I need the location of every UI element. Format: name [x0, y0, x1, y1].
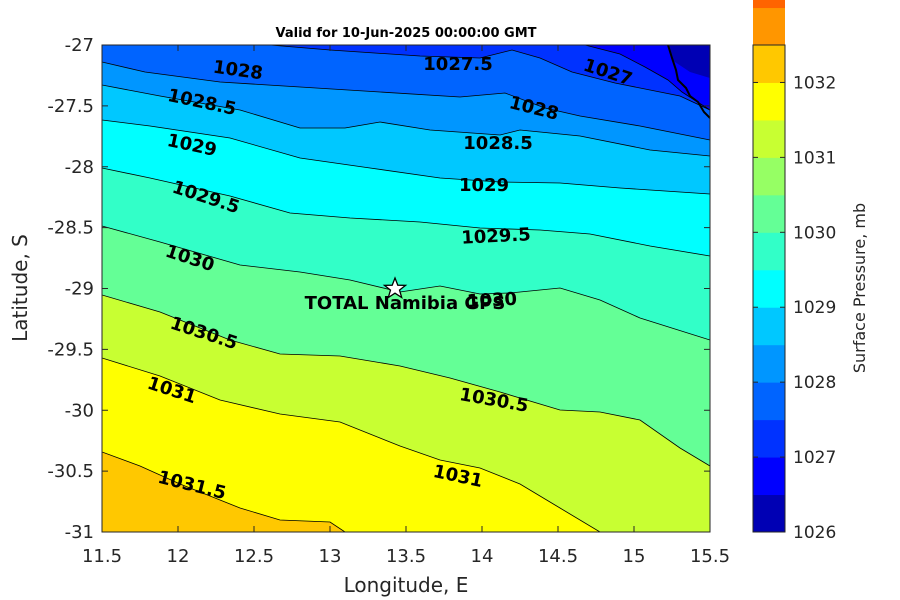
colorbar-segment — [753, 119, 785, 158]
colorbar-segment — [753, 269, 785, 308]
colorbar-label: Surface Pressure, mb — [850, 203, 869, 373]
y-axis-label: Latitude, S — [8, 234, 32, 342]
contour-line-1030 — [102, 225, 710, 341]
y-tick-label: -30.5 — [47, 461, 94, 482]
contour-line-1029-5 — [102, 167, 710, 257]
y-tick-label: -31 — [65, 522, 94, 543]
colorbar-segment — [753, 82, 785, 121]
x-tick-label: 13.5 — [386, 546, 426, 567]
y-tick-label: -27.5 — [47, 96, 94, 117]
contour-label: 1029.5 — [461, 224, 531, 249]
colorbar-segment — [753, 0, 785, 9]
y-tick-label: -29 — [65, 279, 94, 300]
x-tick-label: 15.5 — [690, 546, 730, 567]
contour-label: 1029 — [459, 175, 509, 196]
x-tick-label: 15 — [623, 546, 646, 567]
band-1026-5 — [668, 45, 710, 78]
x-tick-label: 13 — [319, 546, 342, 567]
x-tick-label: 14 — [471, 546, 494, 567]
x-tick-label: 12 — [167, 546, 190, 567]
colorbar-tick-label: 1026 — [793, 523, 836, 543]
contour-line-1027-5 — [269, 45, 710, 111]
colorbar-segment — [753, 194, 785, 233]
colorbar-segment — [753, 307, 785, 346]
colorbar-segment — [753, 382, 785, 421]
colorbar-segment — [753, 232, 785, 271]
x-axis: 11.5 12 12.5 13 13.5 14 14.5 15 15.5 — [82, 45, 730, 567]
x-tick-label: 12.5 — [234, 546, 274, 567]
colorbar-segment — [753, 7, 785, 46]
colorbar-tick-label: 1031 — [793, 148, 836, 168]
y-axis: -27 -27.5 -28 -28.5 -29 -29.5 -30 -30.5 -31 — [47, 35, 710, 543]
colorbar-tick-label: 1032 — [793, 73, 836, 93]
contour-lines — [102, 45, 710, 532]
coastline — [667, 45, 710, 119]
colorbar-tick-label: 1029 — [793, 298, 836, 318]
colorbar-frame — [752, 44, 786, 533]
y-tick-label: -28 — [65, 157, 94, 178]
contour-line-1028-5 — [102, 84, 710, 157]
site-label: TOTAL Namibia GPS — [305, 293, 506, 314]
site-marker: TOTAL Namibia GPS — [305, 276, 506, 314]
band-1031-5 — [102, 45, 710, 532]
x-tick-label: 14.5 — [538, 546, 578, 567]
colorbar-segment — [753, 419, 785, 458]
star-icon — [382, 276, 408, 299]
colorbar-tick-label: 1030 — [793, 223, 836, 243]
colorbar-segment — [753, 157, 785, 196]
y-tick-label: -29.5 — [47, 339, 94, 360]
band-1032 — [102, 45, 345, 532]
contour-line-1029 — [102, 119, 710, 195]
colorbar-tick-label: 1027 — [793, 448, 836, 468]
y-tick-label: -28.5 — [47, 218, 94, 239]
contour-line-1031-5 — [102, 451, 346, 532]
chart-title: Valid for 10-Jun-2025 00:00:00 GMT — [276, 26, 537, 41]
contour-label: 1027.5 — [423, 54, 492, 75]
contour-line-1028 — [102, 61, 710, 141]
plot-area: 10271027.5102810281028.51028.51029102910… — [102, 45, 710, 532]
contour-label: 1028.5 — [463, 133, 532, 154]
y-tick-label: -27 — [65, 35, 94, 56]
colorbar-tick-label: 1028 — [793, 373, 836, 393]
colorbar-segment — [753, 457, 785, 496]
contour-line-1030-5 — [102, 294, 710, 467]
contour-label: 1030 — [466, 289, 517, 313]
colorbar-segment — [753, 494, 785, 533]
colorbar-segment — [753, 45, 785, 83]
contour-line-1027 — [584, 45, 710, 111]
contour-line-1031 — [102, 357, 601, 532]
colorbar: 1026 1027 1028 1029 1030 1031 1032 — [752, 0, 836, 543]
colorbar-segment — [753, 344, 785, 383]
x-tick-label: 11.5 — [82, 546, 122, 567]
x-axis-label: Longitude, E — [344, 573, 469, 597]
y-tick-label: -30 — [65, 400, 94, 421]
